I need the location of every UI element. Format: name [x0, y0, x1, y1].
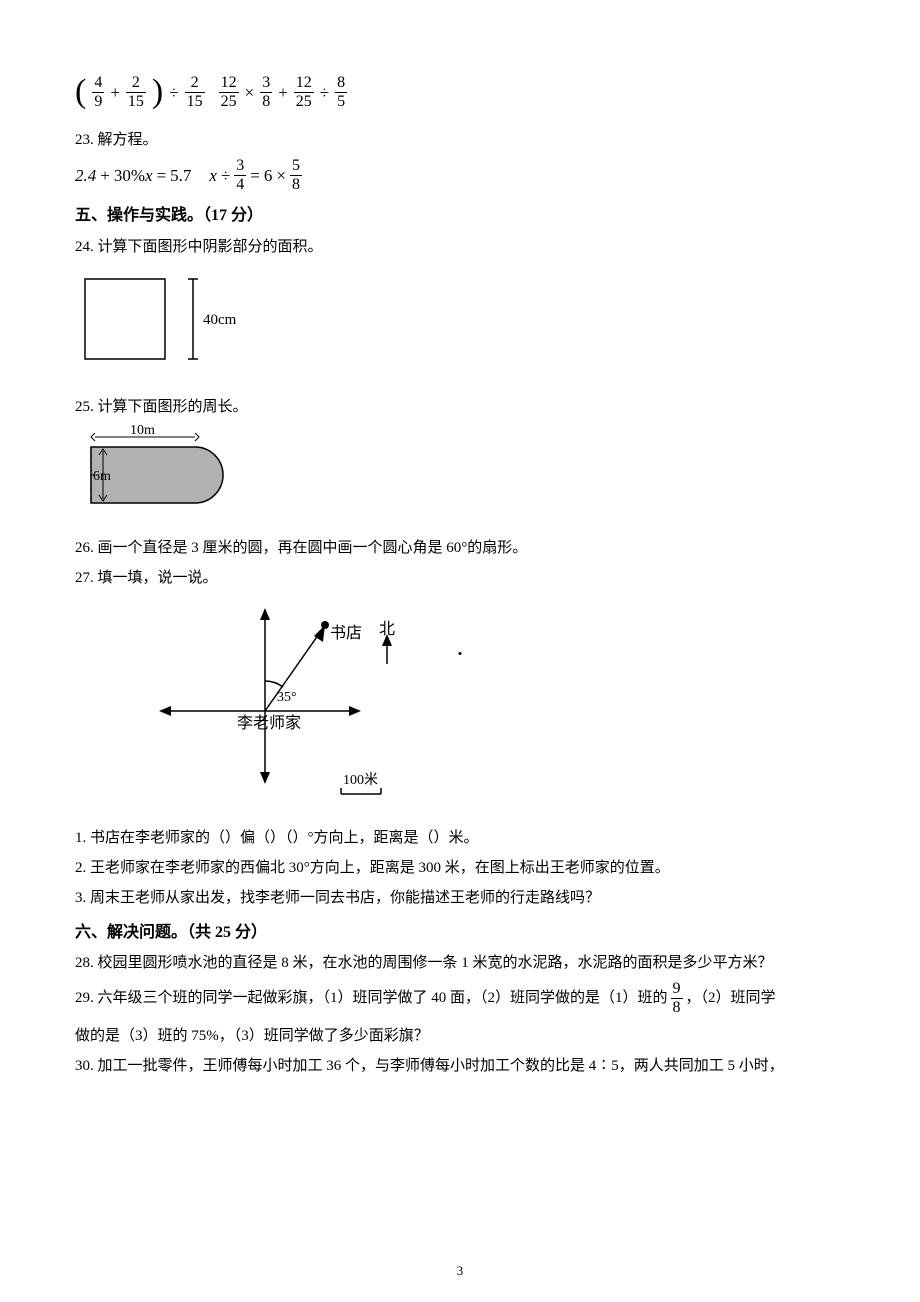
left-paren: (: [75, 75, 86, 109]
svg-text:李老师家: 李老师家: [237, 714, 301, 732]
question-30: 30. 加工一批零件，王师傅每小时加工 36 个，与李师傅每小时加工个数的比是 …: [75, 1054, 845, 1078]
section-6-title: 六、解决问题。（共 25 分）: [75, 920, 845, 946]
svg-text:35°: 35°: [277, 690, 297, 705]
svg-text:100米: 100米: [343, 772, 378, 788]
expression-line-1: ( 4 9 + 2 15 ) ÷ 2 15 12 25 × 3 8 + 12 2…: [75, 75, 845, 110]
fraction-2-15b: 2 15: [185, 75, 205, 110]
page-number: 3: [457, 1261, 464, 1282]
question-23: 23. 解方程。: [75, 128, 845, 152]
fraction-4-9: 4 9: [92, 75, 104, 110]
fraction-12-25b: 12 25: [294, 75, 314, 110]
op-div2: ÷: [320, 79, 329, 106]
figure-27: 35° 书店 北 李老师家 100米: [155, 596, 845, 814]
fraction-8-5: 8 5: [335, 75, 347, 110]
op-plus2: +: [278, 79, 288, 106]
figure-25: 10m 6m: [75, 425, 845, 518]
svg-text:书店: 书店: [330, 624, 362, 642]
fig24-label: 40cm: [203, 312, 237, 328]
fraction-3-8: 3 8: [260, 75, 272, 110]
artifact-dot: [459, 652, 462, 655]
op-times: ×: [245, 79, 255, 106]
figure-24: 40cm: [75, 269, 845, 377]
right-paren: ): [152, 75, 163, 109]
question-28: 28. 校园里圆形喷水池的直径是 8 米，在水池的周围修一条 1 米宽的水泥路，…: [75, 951, 845, 975]
question-29-line2: 做的是（3）班的 75%，（3）班同学做了多少面彩旗？: [75, 1024, 845, 1048]
q27-sub-1: 1. 书店在李老师家的（）偏（）（）°方向上，距离是（）米。: [75, 826, 845, 850]
op-div: ÷: [169, 79, 178, 106]
q29-text-a: 29. 六年级三个班的同学一起做彩旗，（1）班同学做了 40 面，（2）班同学做…: [75, 982, 668, 1015]
q27-sub-3: 3. 周末王老师从家出发，找李老师一同去书店，你能描述王老师的行走路线吗？: [75, 886, 845, 910]
equation-2: x ÷ 3 4 = 6 × 5 8: [209, 158, 302, 193]
op-plus: +: [110, 79, 120, 106]
question-26: 26. 画一个直径是 3 厘米的圆，再在圆中画一个圆心角是 60°的扇形。: [75, 536, 845, 560]
q27-sub-2: 2. 王老师家在李老师家的西偏北 30°方向上，距离是 300 米，在图上标出王…: [75, 856, 845, 880]
question-25: 25. 计算下面图形的周长。: [75, 395, 845, 419]
fraction-9-8: 9 8: [671, 981, 683, 1016]
equation-1: 2.4 + 30%x = 5.7: [75, 162, 191, 189]
svg-text:6m: 6m: [93, 469, 111, 484]
svg-text:10m: 10m: [130, 425, 155, 438]
question-24: 24. 计算下面图形中阴影部分的面积。: [75, 235, 845, 259]
question-27: 27. 填一填，说一说。: [75, 566, 845, 590]
fraction-2-15a: 2 15: [126, 75, 146, 110]
section-5-title: 五、操作与实践。（17 分）: [75, 203, 845, 229]
solve-equations: 2.4 + 30%x = 5.7 x ÷ 3 4 = 6 × 5 8: [75, 158, 845, 193]
q29-text-b: ，（2）班同学: [686, 982, 776, 1015]
question-29-line1: 29. 六年级三个班的同学一起做彩旗，（1）班同学做了 40 面，（2）班同学做…: [75, 981, 845, 1016]
fraction-12-25a: 12 25: [219, 75, 239, 110]
